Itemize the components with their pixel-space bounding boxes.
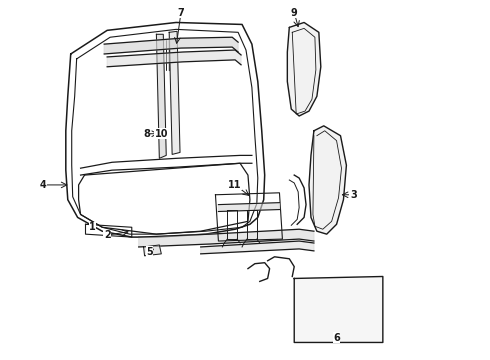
Polygon shape	[309, 126, 346, 234]
Polygon shape	[107, 50, 241, 67]
Text: 2: 2	[104, 230, 111, 240]
Text: 3: 3	[350, 190, 357, 200]
Polygon shape	[104, 37, 238, 54]
Polygon shape	[219, 203, 279, 212]
Polygon shape	[78, 163, 250, 234]
Polygon shape	[287, 22, 321, 116]
Polygon shape	[294, 276, 383, 342]
Polygon shape	[156, 34, 166, 158]
Text: 10: 10	[154, 129, 168, 139]
Text: 8: 8	[143, 129, 150, 139]
Text: 7: 7	[178, 8, 184, 18]
Polygon shape	[169, 31, 180, 154]
Text: 11: 11	[228, 180, 242, 190]
Text: 6: 6	[333, 333, 340, 342]
Polygon shape	[201, 241, 314, 254]
Polygon shape	[139, 229, 314, 247]
Polygon shape	[144, 245, 161, 256]
Text: 1: 1	[89, 222, 96, 232]
Text: 5: 5	[146, 247, 153, 257]
Text: 4: 4	[40, 180, 47, 190]
Text: 9: 9	[291, 8, 297, 18]
